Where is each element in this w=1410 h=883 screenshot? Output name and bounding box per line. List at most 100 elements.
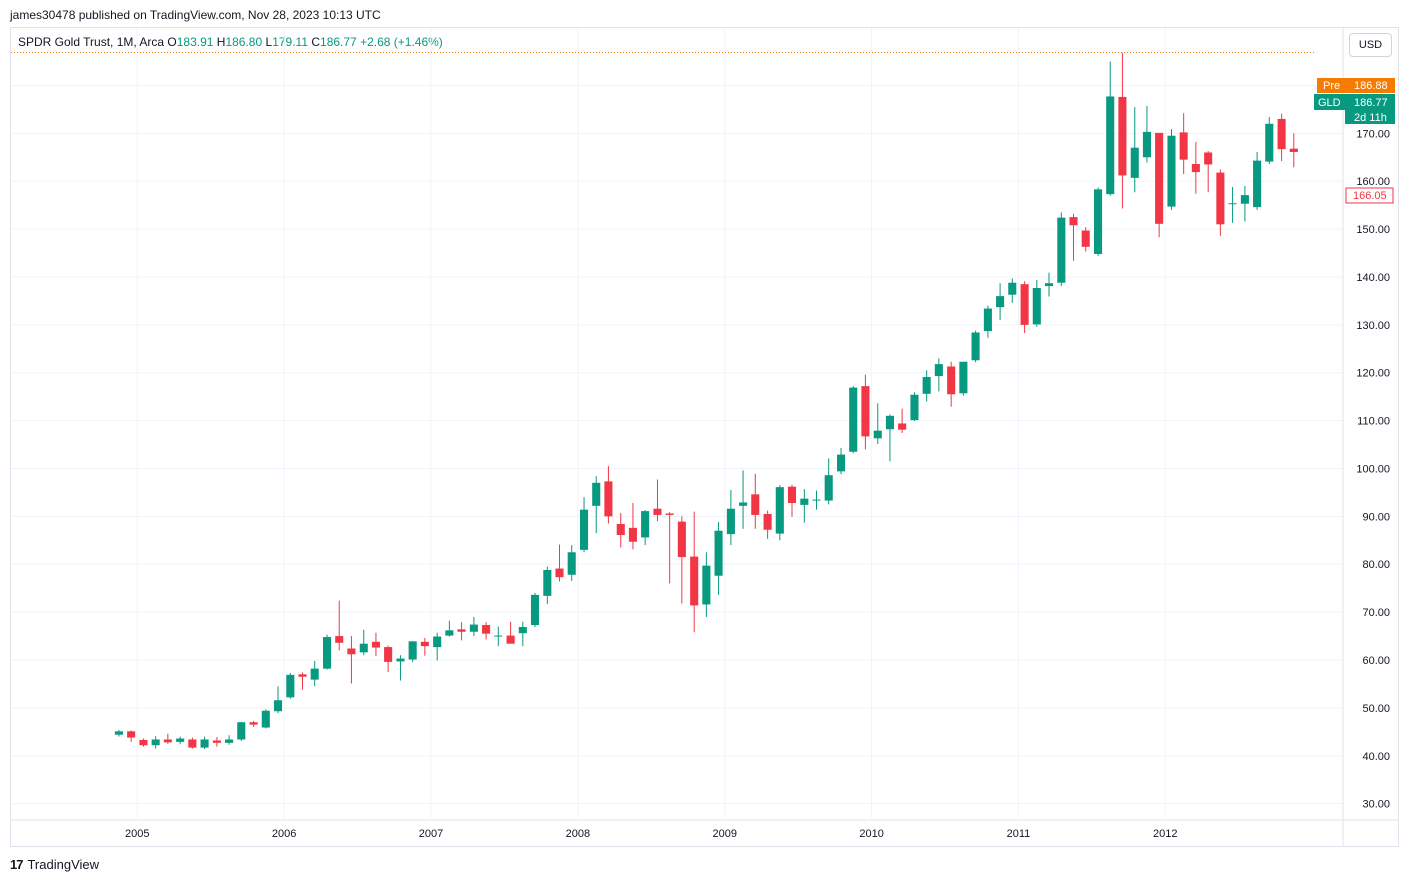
tradingview-logo-icon: 17 (10, 857, 24, 872)
candle-up (543, 566, 552, 604)
candle-body (702, 565, 711, 605)
candle-up (996, 283, 1005, 321)
candle-body (1032, 287, 1041, 325)
candle-up (922, 370, 931, 402)
candle-down (898, 408, 907, 434)
candle-body (1155, 132, 1164, 224)
price-tags: Pre 186.88 GLD 186.77 2d 11h 166.05 (1314, 78, 1395, 204)
candle-body (665, 513, 674, 515)
candle-up (176, 736, 185, 745)
candle-up (812, 490, 821, 510)
time-tick-label: 2007 (419, 828, 443, 840)
candle-body (1240, 195, 1249, 204)
candle-body (555, 568, 564, 578)
candle-down (616, 513, 625, 548)
candle-body (922, 377, 931, 394)
candle-up (1265, 117, 1274, 164)
legend-symbol: SPDR Gold Trust, 1M, Arca (18, 35, 165, 49)
candle-body (861, 386, 870, 437)
candle-down (420, 637, 429, 656)
candle-body (567, 552, 576, 575)
candle-down (188, 737, 197, 749)
candle-body (1191, 163, 1200, 173)
candle-body (1228, 203, 1237, 205)
candle-up (873, 403, 882, 445)
candle-up (433, 632, 442, 661)
footer-brand[interactable]: 17 TradingView (10, 857, 99, 872)
candle-body (775, 487, 784, 534)
candle-body (1118, 96, 1127, 176)
candle-body (726, 508, 735, 535)
price-tick-label: 30.00 (1362, 799, 1390, 811)
publisher-line: james30478 published on TradingView.com,… (10, 8, 381, 22)
candle-body (494, 635, 503, 637)
price-tick-label: 40.00 (1362, 751, 1390, 763)
candle-body (127, 731, 136, 738)
time-tick-label: 2005 (125, 828, 149, 840)
candle-body (335, 636, 344, 643)
candle-down (212, 737, 221, 747)
legend-low-value: 179.11 (272, 35, 308, 49)
crosshair-tag-bg (1345, 187, 1394, 204)
candle-up (1008, 278, 1017, 303)
candle-body (873, 430, 882, 439)
candle-body (225, 739, 234, 743)
last-tag-label: GLD (1318, 97, 1341, 109)
price-tick-label: 110.00 (1357, 416, 1390, 428)
candle-body (1020, 284, 1029, 325)
candle-body (1253, 160, 1262, 208)
candle-up (1032, 279, 1041, 327)
candle-body (1057, 217, 1066, 283)
candle-down (457, 622, 466, 641)
countdown-value: 2d 11h (1354, 112, 1387, 124)
legend-high-value: 186.80 (225, 35, 263, 49)
candle-body (114, 731, 123, 735)
candle-up (359, 629, 368, 656)
candle-body (188, 739, 197, 748)
chart-frame (10, 27, 1399, 847)
time-tick-label: 2012 (1153, 828, 1177, 840)
candle-down (1081, 227, 1090, 252)
time-tick-label: 2009 (712, 828, 736, 840)
candle-body (934, 364, 943, 377)
legend-close-value: 186.77 (320, 35, 357, 49)
candle-down (861, 374, 870, 450)
candles (114, 52, 1298, 750)
candle-up (1106, 61, 1115, 196)
candle-body (849, 387, 858, 452)
candle-up (1253, 152, 1262, 210)
candle-down (653, 479, 662, 522)
candle-body (959, 361, 968, 394)
price-tick-label: 150.00 (1356, 224, 1390, 236)
candle-body (739, 502, 748, 506)
candle-up (530, 592, 540, 627)
candle-up (1057, 212, 1066, 287)
candle-up (641, 510, 650, 546)
price-tick-label: 60.00 (1362, 655, 1390, 667)
price-tick-label: 170.00 (1356, 128, 1390, 140)
pre-tag-value-bg (1345, 78, 1395, 93)
candle-up (408, 641, 417, 662)
candle-body (139, 739, 148, 746)
candle-up (971, 330, 980, 363)
candle-down (384, 645, 393, 672)
currency-button[interactable]: USD (1349, 33, 1392, 57)
candle-body (322, 637, 332, 669)
candle-up (1094, 187, 1103, 256)
time-tick-label: 2011 (1007, 828, 1031, 840)
candle-up (396, 655, 405, 681)
candle-body (800, 498, 809, 505)
candle-body (996, 296, 1005, 308)
candle-up (837, 447, 846, 475)
grid-lines (11, 28, 1398, 846)
candle-down (751, 473, 760, 529)
candle-up (1142, 106, 1151, 163)
candle-body (690, 556, 699, 606)
candle-up (702, 552, 711, 617)
candle-up (494, 626, 503, 647)
candle-body (1216, 172, 1225, 225)
candle-down (1179, 113, 1188, 175)
candle-body (641, 511, 650, 538)
candle-up (1228, 186, 1237, 223)
